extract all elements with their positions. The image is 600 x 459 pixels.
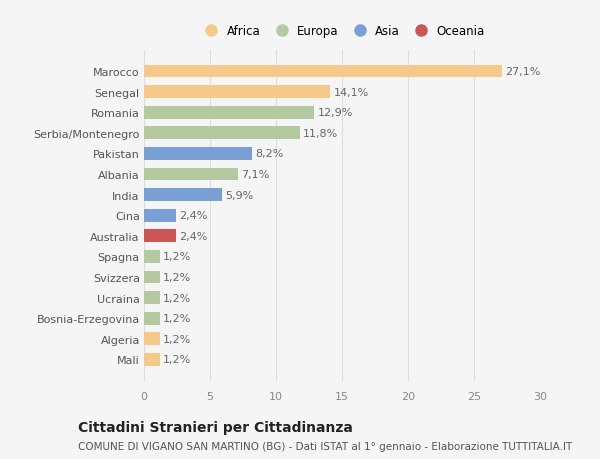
Text: 1,2%: 1,2% [163,272,191,282]
Bar [144,189,222,202]
Text: 1,2%: 1,2% [163,293,191,303]
Bar [144,333,160,346]
Text: 5,9%: 5,9% [225,190,253,200]
Text: 27,1%: 27,1% [505,67,541,77]
Text: 1,2%: 1,2% [163,355,191,364]
Text: 14,1%: 14,1% [334,88,368,97]
Bar [144,209,176,222]
Text: 11,8%: 11,8% [303,129,338,139]
Text: 1,2%: 1,2% [163,334,191,344]
Bar [144,312,160,325]
Text: 2,4%: 2,4% [179,231,208,241]
Text: COMUNE DI VIGANO SAN MARTINO (BG) - Dati ISTAT al 1° gennaio - Elaborazione TUTT: COMUNE DI VIGANO SAN MARTINO (BG) - Dati… [78,441,572,451]
Bar [144,127,300,140]
Bar [144,251,160,263]
Bar [144,86,330,99]
Bar [144,353,160,366]
Text: 12,9%: 12,9% [317,108,353,118]
Bar [144,168,238,181]
Text: 1,2%: 1,2% [163,252,191,262]
Text: Cittadini Stranieri per Cittadinanza: Cittadini Stranieri per Cittadinanza [78,420,353,434]
Bar [144,291,160,304]
Bar [144,106,314,119]
Bar [144,271,160,284]
Bar [144,230,176,243]
Bar [144,66,502,78]
Text: 7,1%: 7,1% [241,170,269,179]
Text: 8,2%: 8,2% [256,149,284,159]
Bar [144,148,252,161]
Legend: Africa, Europa, Asia, Oceania: Africa, Europa, Asia, Oceania [194,20,490,42]
Text: 1,2%: 1,2% [163,313,191,324]
Text: 2,4%: 2,4% [179,211,208,221]
